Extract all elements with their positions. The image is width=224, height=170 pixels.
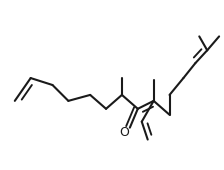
- Text: O: O: [119, 126, 129, 139]
